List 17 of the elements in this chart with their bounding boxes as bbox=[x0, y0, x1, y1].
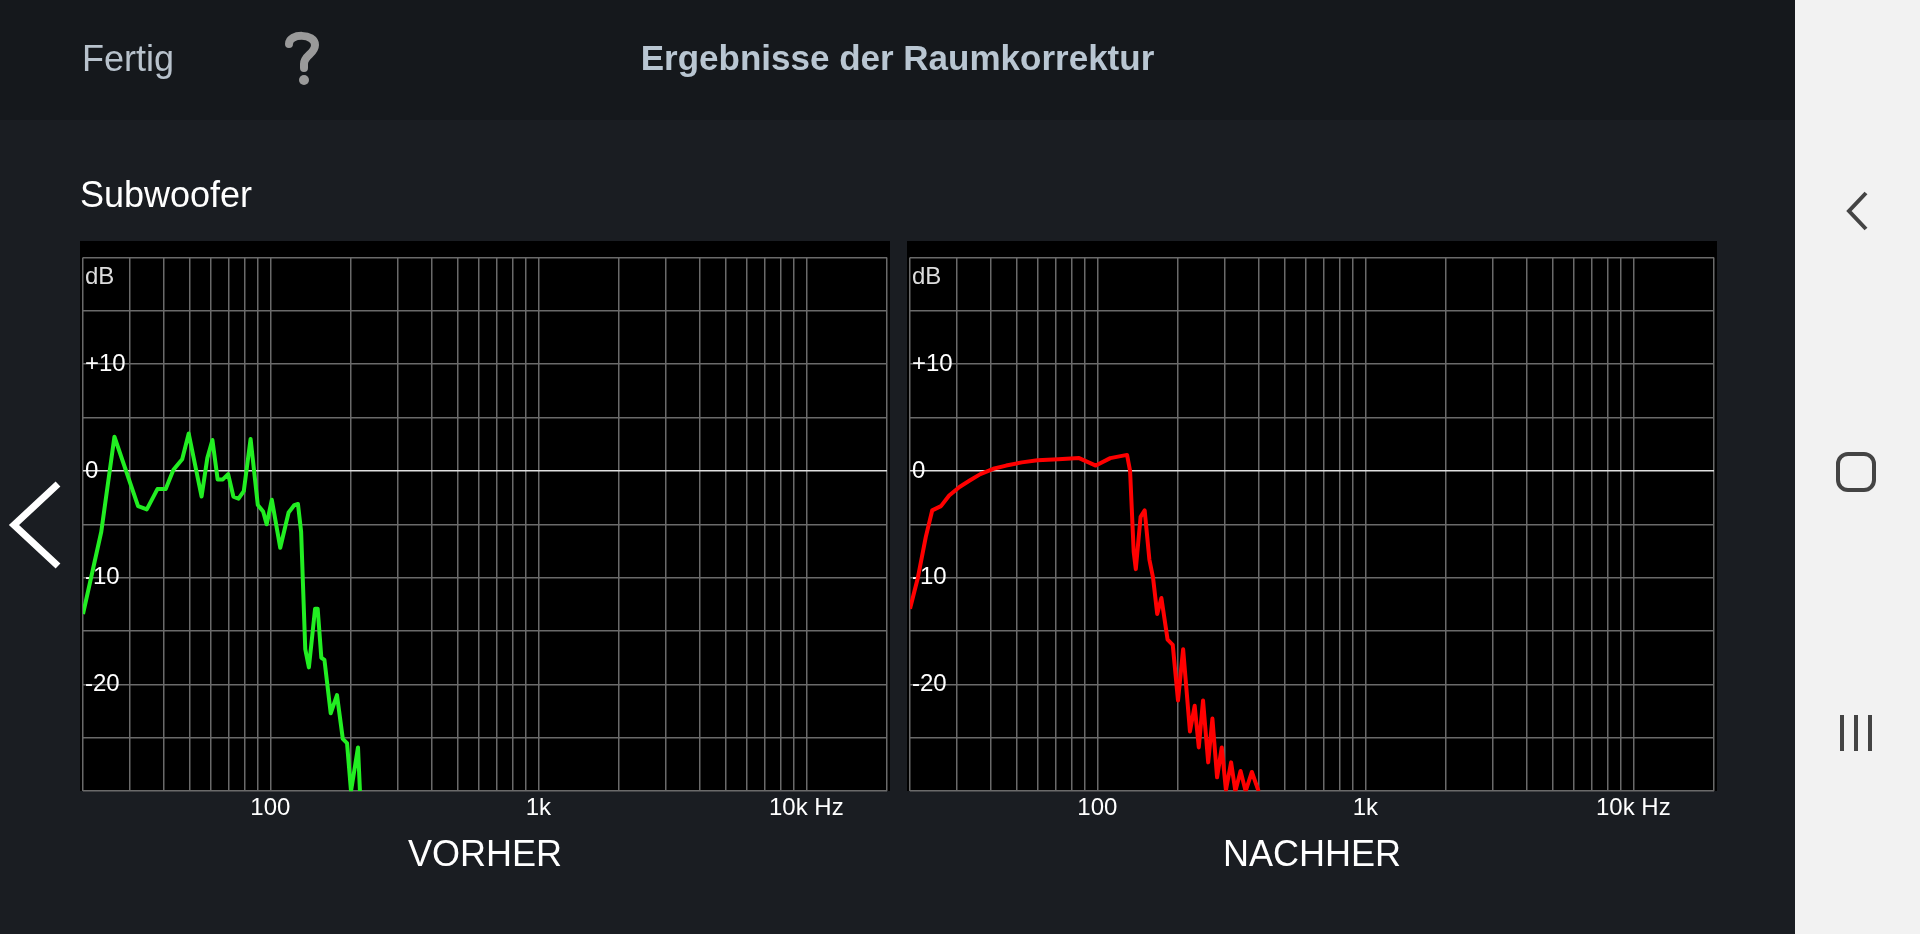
x-tick-label: 100 bbox=[250, 793, 291, 821]
x-tick-label: 1k bbox=[525, 793, 552, 821]
y-tick-label: -20 bbox=[85, 669, 120, 697]
x-tick-label: 10k Hz bbox=[768, 793, 844, 821]
y-axis-title: dB bbox=[85, 262, 115, 290]
x-tick-label: 100 bbox=[1077, 793, 1118, 821]
x-axis-title: VORHER bbox=[407, 833, 563, 875]
chart-title: Ergebnisse der Raumkorrektur bbox=[640, 38, 1155, 77]
x-tick-label: 1k bbox=[1352, 793, 1379, 821]
y-tick-label: +10 bbox=[85, 348, 126, 376]
y-axis-title: dB bbox=[912, 262, 942, 290]
chart-subtitle: Subwoofer bbox=[80, 174, 253, 216]
y-tick-label: -20 bbox=[912, 669, 947, 697]
text: Fertig bbox=[82, 38, 175, 80]
x-tick-label: 10k Hz bbox=[1595, 793, 1671, 821]
y-tick-label: +10 bbox=[912, 348, 953, 376]
x-axis-title: NACHHER bbox=[1222, 833, 1402, 875]
